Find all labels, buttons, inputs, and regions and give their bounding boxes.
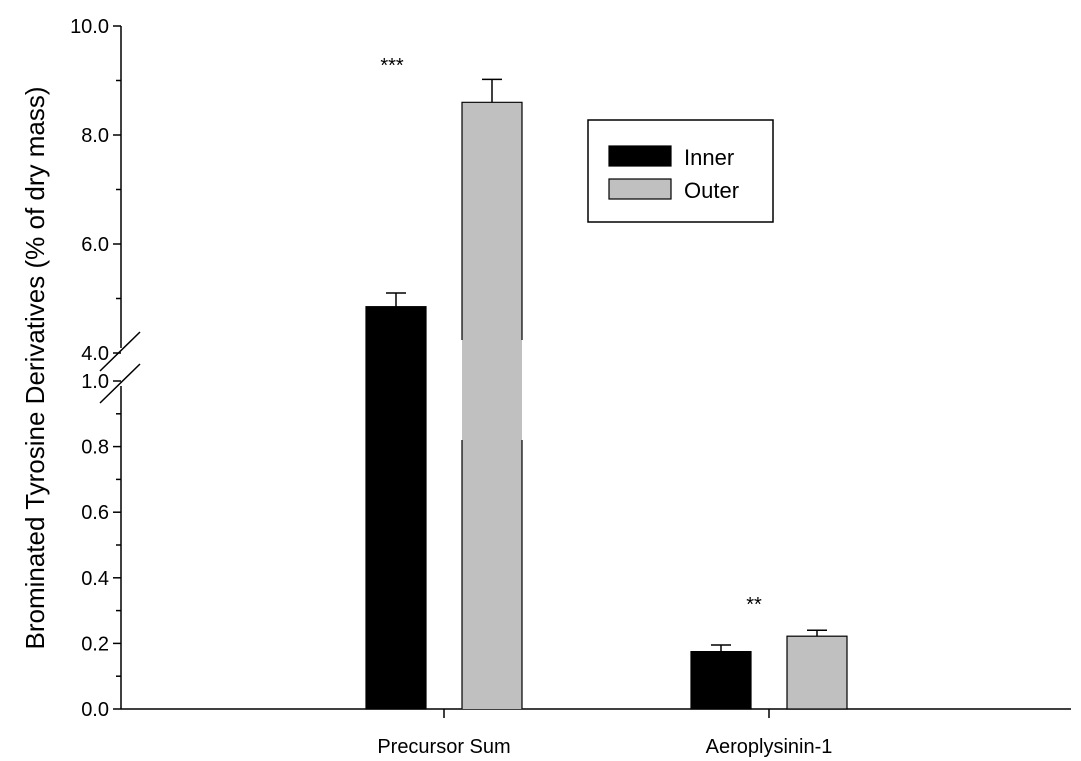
y-tick-label: 4.0 [81,343,109,365]
y-tick-label: 0.0 [81,699,109,721]
legend-swatch-outer [608,178,672,200]
labels: 0.0 0.2 0.4 0.6 0.8 1.0 4.0 6.0 8.0 10.0 Precursor… [70,16,832,758]
axis-break-mark [99,331,141,372]
bar-outer-1 [786,635,848,710]
legend-label-inner: Inner [684,145,734,170]
y-tick-label: 0.6 [81,502,109,524]
axis-break-mark [99,363,141,404]
legend-swatch-inner [608,145,672,167]
legend-label-outer: Outer [684,178,739,203]
axes [99,25,1071,718]
significance-label: *** [380,55,404,77]
y-tick-label: 0.4 [81,568,109,590]
y-tick-label: 8.0 [81,125,109,147]
y-tick-label: 6.0 [81,234,109,256]
bar-outline-lower [461,440,523,709]
y-tick-label: 0.2 [81,633,109,655]
bar-inner-1 [690,650,752,710]
bars [365,78,848,710]
y-tick-label: 0.8 [81,437,109,459]
x-category-label: Precursor Sum [377,736,510,758]
y-axis-title: Brominated Tyrosine Derivatives (% of dr… [20,86,50,649]
significance-label: ** [746,594,762,616]
bar-outer-0 [462,102,522,710]
legend-box [587,119,774,223]
y-tick-label: 1.0 [81,371,109,393]
y-tick-label: 10.0 [70,16,109,38]
x-category-label: Aeroplysinin-1 [706,736,833,758]
bar-inner-0 [365,306,427,710]
legend: Inner Outer [587,119,774,223]
